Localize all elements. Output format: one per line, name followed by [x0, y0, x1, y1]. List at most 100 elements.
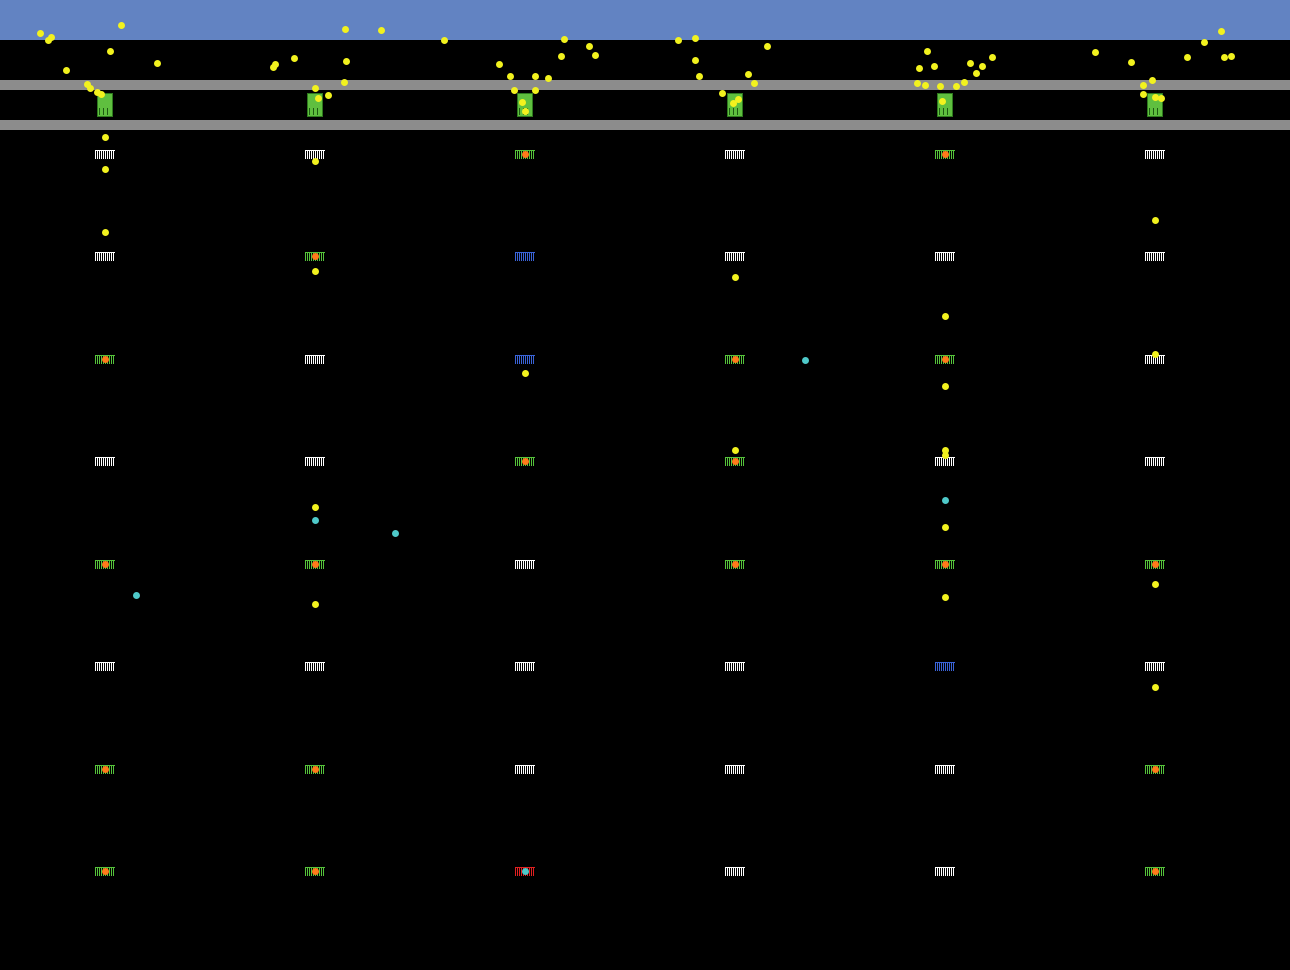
- gate-open-occupied[interactable]: [95, 867, 115, 876]
- yellow-unit[interactable]: [311, 600, 319, 608]
- gate-idle[interactable]: [305, 150, 325, 159]
- yellow-unit[interactable]: [1127, 58, 1135, 66]
- gate-open-occupied[interactable]: [305, 560, 325, 569]
- yellow-unit[interactable]: [62, 66, 70, 74]
- gate-open-occupied[interactable]: [725, 355, 745, 364]
- yellow-unit[interactable]: [952, 82, 960, 90]
- yellow-unit[interactable]: [729, 99, 737, 107]
- gate-open-occupied[interactable]: [305, 252, 325, 261]
- yellow-unit[interactable]: [101, 228, 109, 236]
- yellow-unit[interactable]: [1091, 48, 1099, 56]
- gate-idle[interactable]: [935, 252, 955, 261]
- gate-open-occupied[interactable]: [305, 765, 325, 774]
- yellow-unit[interactable]: [36, 29, 44, 37]
- yellow-unit[interactable]: [941, 593, 949, 601]
- gate-idle[interactable]: [305, 457, 325, 466]
- yellow-unit[interactable]: [731, 446, 739, 454]
- yellow-unit[interactable]: [923, 47, 931, 55]
- yellow-unit[interactable]: [531, 86, 539, 94]
- yellow-unit[interactable]: [495, 60, 503, 68]
- yellow-unit[interactable]: [117, 21, 125, 29]
- yellow-unit[interactable]: [972, 69, 980, 77]
- yellow-unit[interactable]: [153, 59, 161, 67]
- cyan-unit[interactable]: [391, 529, 399, 537]
- yellow-unit[interactable]: [544, 74, 552, 82]
- gate-blocked[interactable]: [935, 662, 955, 671]
- gate-open-occupied[interactable]: [515, 457, 535, 466]
- cyan-unit[interactable]: [801, 356, 809, 364]
- yellow-unit[interactable]: [988, 53, 996, 61]
- yellow-unit[interactable]: [941, 446, 949, 454]
- gate-open-occupied[interactable]: [95, 765, 115, 774]
- yellow-unit[interactable]: [341, 25, 349, 33]
- gate-idle[interactable]: [725, 150, 745, 159]
- yellow-unit[interactable]: [591, 51, 599, 59]
- gate-open-occupied[interactable]: [1145, 560, 1165, 569]
- gate-idle[interactable]: [95, 457, 115, 466]
- yellow-unit[interactable]: [311, 503, 319, 511]
- yellow-unit[interactable]: [510, 86, 518, 94]
- yellow-unit[interactable]: [560, 35, 568, 43]
- yellow-unit[interactable]: [718, 89, 726, 97]
- yellow-unit[interactable]: [440, 36, 448, 44]
- gate-blocked[interactable]: [515, 252, 535, 261]
- gate-idle[interactable]: [1145, 662, 1165, 671]
- yellow-unit[interactable]: [531, 72, 539, 80]
- gate-idle[interactable]: [95, 252, 115, 261]
- gate-idle[interactable]: [1145, 457, 1165, 466]
- yellow-unit[interactable]: [557, 52, 565, 60]
- yellow-unit[interactable]: [314, 94, 322, 102]
- yellow-unit[interactable]: [1220, 53, 1228, 61]
- yellow-unit[interactable]: [674, 36, 682, 44]
- yellow-unit[interactable]: [311, 267, 319, 275]
- yellow-unit[interactable]: [93, 88, 101, 96]
- yellow-unit[interactable]: [47, 33, 55, 41]
- yellow-unit[interactable]: [44, 36, 52, 44]
- yellow-unit[interactable]: [1151, 216, 1159, 224]
- gate-open-occupied[interactable]: [1145, 765, 1165, 774]
- cyan-unit[interactable]: [132, 591, 140, 599]
- gate-blocked[interactable]: [515, 355, 535, 364]
- yellow-unit[interactable]: [734, 95, 742, 103]
- gate-idle[interactable]: [515, 560, 535, 569]
- yellow-unit[interactable]: [978, 62, 986, 70]
- gate-idle[interactable]: [725, 765, 745, 774]
- gate-idle[interactable]: [95, 150, 115, 159]
- yellow-unit[interactable]: [97, 90, 105, 98]
- gate-idle[interactable]: [515, 662, 535, 671]
- yellow-unit[interactable]: [936, 82, 944, 90]
- gate-open-occupied[interactable]: [95, 560, 115, 569]
- yellow-unit[interactable]: [518, 98, 526, 106]
- gate-idle[interactable]: [1145, 252, 1165, 261]
- yellow-unit[interactable]: [311, 84, 319, 92]
- gate-open-occupied[interactable]: [515, 150, 535, 159]
- yellow-unit[interactable]: [691, 56, 699, 64]
- yellow-unit[interactable]: [1151, 683, 1159, 691]
- yellow-unit[interactable]: [1139, 81, 1147, 89]
- gate-alert[interactable]: [515, 867, 535, 876]
- yellow-unit[interactable]: [1139, 90, 1147, 98]
- yellow-unit[interactable]: [1151, 580, 1159, 588]
- yellow-unit[interactable]: [938, 97, 946, 105]
- gate-open-occupied[interactable]: [725, 560, 745, 569]
- gate-open-occupied[interactable]: [305, 867, 325, 876]
- yellow-unit[interactable]: [1217, 27, 1225, 35]
- toll-booth[interactable]: [97, 93, 113, 117]
- gate-open-occupied[interactable]: [935, 355, 955, 364]
- yellow-unit[interactable]: [750, 79, 758, 87]
- yellow-unit[interactable]: [377, 26, 385, 34]
- gate-idle[interactable]: [1145, 150, 1165, 159]
- toll-booth[interactable]: [937, 93, 953, 117]
- yellow-unit[interactable]: [941, 523, 949, 531]
- yellow-unit[interactable]: [960, 78, 968, 86]
- yellow-unit[interactable]: [83, 80, 91, 88]
- gate-idle[interactable]: [725, 867, 745, 876]
- gate-idle[interactable]: [725, 662, 745, 671]
- gate-open-occupied[interactable]: [935, 560, 955, 569]
- gate-open-occupied[interactable]: [95, 355, 115, 364]
- yellow-unit[interactable]: [86, 84, 94, 92]
- yellow-unit[interactable]: [521, 107, 529, 115]
- yellow-unit[interactable]: [1227, 52, 1235, 60]
- gate-open-occupied[interactable]: [1145, 867, 1165, 876]
- yellow-unit[interactable]: [290, 54, 298, 62]
